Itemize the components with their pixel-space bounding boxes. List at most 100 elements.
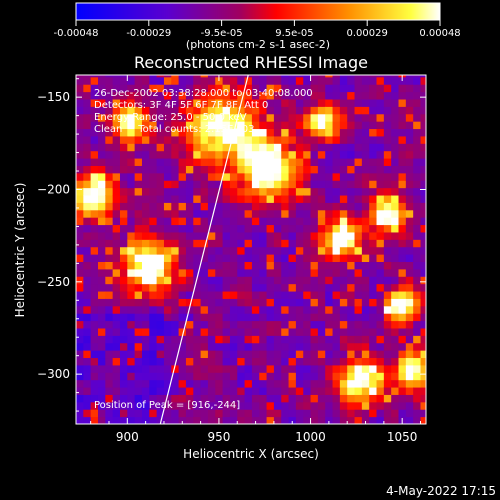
heatmap-cell — [310, 158, 319, 166]
heatmap-cell — [288, 202, 297, 211]
heatmap-cell — [90, 195, 99, 203]
heatmap-cell — [266, 276, 275, 285]
heatmap-cell — [310, 357, 319, 366]
heatmap-cell — [237, 313, 246, 322]
heatmap-cell — [112, 75, 121, 78]
heatmap-cell — [273, 387, 282, 395]
heatmap-cell — [83, 401, 92, 410]
heatmap-cell — [398, 231, 407, 240]
heatmap-cell — [178, 276, 187, 285]
heatmap-cell — [244, 416, 253, 424]
heatmap-cell — [149, 298, 158, 307]
heatmap-cell — [303, 209, 312, 218]
heatmap-cell — [207, 121, 216, 130]
heatmap-cell — [405, 254, 414, 263]
heatmap-cell — [295, 172, 304, 181]
heatmap-cell — [149, 150, 158, 159]
heatmap-cell — [251, 143, 260, 152]
heatmap-cell — [185, 246, 194, 255]
heatmap-cell — [391, 372, 400, 381]
heatmap-cell — [105, 261, 114, 270]
heatmap-cell — [288, 246, 297, 255]
heatmap-cell — [354, 357, 363, 366]
heatmap-cell — [112, 195, 121, 203]
heatmap-cell — [141, 327, 150, 336]
heatmap-cell — [207, 379, 216, 388]
heatmap-cell — [259, 217, 268, 226]
heatmap-cell — [134, 283, 143, 292]
heatmap-cell — [215, 379, 224, 388]
heatmap-cell — [171, 180, 180, 189]
heatmap-cell — [303, 195, 312, 203]
heatmap-cell — [317, 327, 326, 336]
heatmap-cell — [237, 217, 246, 226]
heatmap-cell — [119, 357, 128, 366]
heatmap-cell — [185, 165, 194, 174]
heatmap-cell — [149, 342, 158, 351]
heatmap-cell — [354, 291, 363, 299]
heatmap-cell — [391, 298, 400, 307]
heatmap-cell — [83, 261, 92, 270]
heatmap-cell — [163, 327, 172, 336]
heatmap-cell — [76, 276, 84, 285]
heatmap-cell — [83, 158, 92, 166]
heatmap-cell — [281, 409, 290, 418]
heatmap-cell — [90, 91, 99, 100]
heatmap-cell — [391, 135, 400, 144]
heatmap-cell — [229, 209, 238, 218]
heatmap-cell — [134, 387, 143, 395]
heatmap-cell — [317, 246, 326, 255]
heatmap-cell — [76, 172, 84, 181]
heatmap-cell — [119, 106, 128, 115]
heatmap-cell — [383, 113, 392, 122]
heatmap-cell — [237, 409, 246, 418]
heatmap-cell — [303, 327, 312, 336]
heatmap-cell — [339, 99, 348, 107]
heatmap-cell — [237, 135, 246, 144]
heatmap-cell — [215, 195, 224, 203]
heatmap-cell — [244, 165, 253, 174]
heatmap-cell — [259, 283, 268, 292]
heatmap-cell — [76, 246, 84, 255]
heatmap-cell — [369, 113, 378, 122]
heatmap-cell — [119, 372, 128, 381]
heatmap-cell — [105, 409, 114, 418]
heatmap-cell — [134, 143, 143, 152]
heatmap-cell — [237, 357, 246, 366]
heatmap-cell — [76, 335, 84, 344]
heatmap-cell — [171, 342, 180, 351]
heatmap-cell — [259, 172, 268, 181]
heatmap-cell — [310, 76, 319, 85]
heatmap-cell — [398, 99, 407, 107]
heatmap-cell — [259, 254, 268, 263]
heatmap-cell — [127, 135, 136, 144]
heatmap-cell — [163, 357, 172, 366]
heatmap-cell — [332, 387, 341, 395]
heatmap-cell — [420, 231, 426, 240]
heatmap-cell — [369, 320, 378, 329]
heatmap-cell — [185, 401, 194, 410]
colorbar-tick-label: 9.5e-05 — [275, 28, 313, 39]
heatmap-cell — [251, 180, 260, 189]
heatmap-cell — [83, 99, 92, 107]
heatmap-cell — [141, 291, 150, 299]
heatmap-cell — [251, 224, 260, 233]
heatmap-cell — [149, 76, 158, 85]
heatmap-cell — [127, 291, 136, 299]
colorbar-ticks: -0.00048 -0.00029 -9.5e-05 9.5e-05 0.00029 0.… — [54, 20, 461, 39]
heatmap-cell — [332, 327, 341, 336]
heatmap-cell — [149, 158, 158, 166]
heatmap-cell — [112, 276, 121, 285]
heatmap-cell — [398, 276, 407, 285]
heatmap-cell — [90, 409, 99, 418]
heatmap-cell — [383, 276, 392, 285]
heatmap-cell — [281, 150, 290, 159]
heatmap-cell — [215, 121, 224, 130]
heatmap-cell — [332, 268, 341, 277]
heatmap-cell — [317, 291, 326, 299]
heatmap-cell — [200, 305, 209, 314]
heatmap-cell — [317, 135, 326, 144]
heatmap-cell — [76, 372, 84, 381]
heatmap-cell — [273, 364, 282, 373]
heatmap-cell — [171, 75, 180, 78]
